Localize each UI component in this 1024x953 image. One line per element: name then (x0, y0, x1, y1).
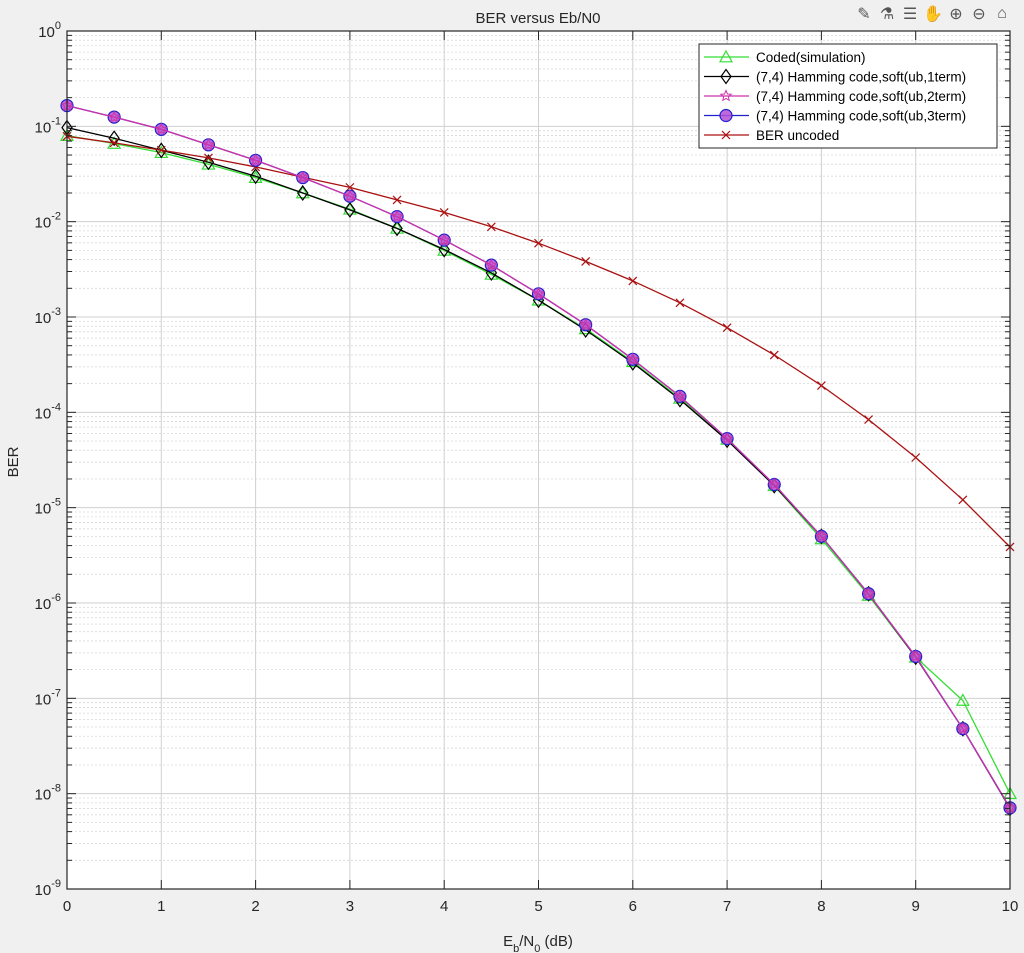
svg-text:3: 3 (346, 898, 354, 915)
svg-text:10-5: 10-5 (35, 497, 61, 518)
legend-item[interactable]: Coded(simulation) (704, 49, 866, 65)
svg-text:1: 1 (157, 898, 165, 915)
legend-label: BER uncoded (756, 128, 839, 143)
svg-text:8: 8 (817, 898, 825, 915)
svg-text:10-4: 10-4 (35, 401, 61, 422)
svg-text:10-8: 10-8 (35, 783, 61, 804)
svg-text:10: 10 (1002, 898, 1019, 915)
legend-label: (7,4) Hamming code,soft(ub,1term) (756, 70, 966, 85)
pan-hand-icon[interactable]: ✋ (923, 6, 943, 23)
series-x (62, 131, 1015, 552)
svg-text:100: 100 (38, 20, 61, 41)
legend-item[interactable]: (7,4) Hamming code,soft(ub,3term) (704, 109, 966, 124)
svg-text:10-9: 10-9 (35, 878, 61, 899)
home-icon[interactable]: ⌂ (997, 5, 1007, 22)
svg-text:9: 9 (912, 898, 920, 915)
svg-text:0: 0 (63, 898, 71, 915)
svg-text:6: 6 (629, 898, 637, 915)
svg-text:10-7: 10-7 (35, 687, 61, 708)
svg-text:2: 2 (251, 898, 259, 915)
svg-text:4: 4 (440, 898, 448, 915)
legend-item[interactable]: (7,4) Hamming code,soft(ub,2term) (704, 89, 966, 104)
svg-text:7: 7 (723, 898, 731, 915)
legend-label: Coded(simulation) (756, 50, 866, 65)
data-tips-icon[interactable]: ☰ (902, 6, 918, 23)
svg-text:10-3: 10-3 (35, 306, 61, 327)
svg-text:10-6: 10-6 (35, 592, 61, 613)
legend[interactable]: Coded(simulation) (7,4) Hamming code,soft… (698, 43, 998, 149)
edit-pen-icon[interactable]: ✎ (857, 6, 871, 23)
svg-text:10-2: 10-2 (35, 211, 61, 232)
legend-item[interactable]: (7,4) Hamming code,soft(ub,1term) (704, 68, 966, 85)
svg-text:10-1: 10-1 (35, 115, 61, 136)
zoom-out-icon[interactable]: ⊖ (972, 6, 986, 23)
y-axis-label: BER (5, 446, 22, 477)
svg-text:5: 5 (534, 898, 542, 915)
legend-label: (7,4) Hamming code,soft(ub,2term) (756, 89, 966, 104)
chart-title: BER versus Eb/N0 (475, 10, 600, 27)
axes-toolbar: ✎ ⚗ ☰ ✋ ⊕ ⊖ ⌂ (854, 4, 1012, 24)
legend-item[interactable]: BER uncoded (704, 128, 839, 143)
series (59, 98, 1018, 817)
legend-label: (7,4) Hamming code,soft(ub,3term) (756, 109, 966, 124)
x-axis-label: Eb/N0 (dB) (503, 933, 573, 953)
zoom-in-icon[interactable]: ⊕ (949, 6, 963, 23)
brush-icon[interactable]: ⚗ (879, 6, 895, 23)
